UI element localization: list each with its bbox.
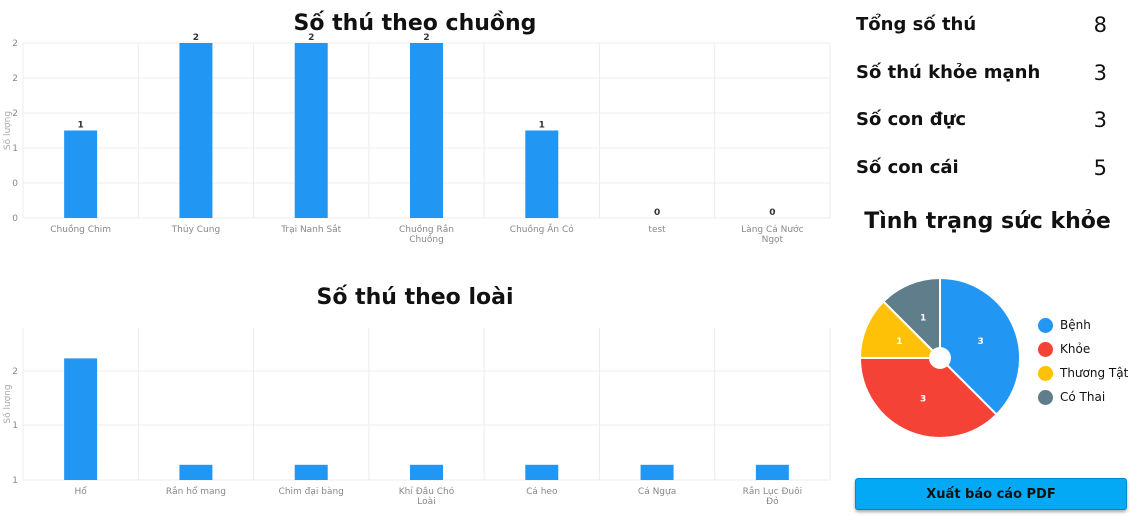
x-tick-label: Hổ	[75, 486, 88, 497]
bar	[294, 43, 328, 218]
y-tick-label: 0	[12, 214, 18, 224]
y-axis-title: Số lượng	[2, 384, 13, 423]
pie-center-hole	[929, 347, 951, 369]
stat-value-total: 8	[1093, 13, 1107, 37]
pie-slice	[939, 276, 1021, 416]
y-tick-label: 1	[12, 476, 18, 486]
legend-label: Thương Tật	[1060, 366, 1129, 380]
slice-label: 3	[920, 395, 926, 405]
y-axis-title: Số lượng	[2, 111, 13, 150]
pie-slice	[858, 300, 943, 359]
x-tick-label: Chuồng Chim	[50, 224, 111, 235]
data-label: 2	[423, 33, 429, 43]
stat-value-male: 3	[1093, 108, 1107, 132]
data-label: 0	[654, 208, 660, 218]
bar	[294, 464, 328, 480]
x-tick-label: Cá Ngựa	[638, 487, 676, 497]
legend-item: Khỏe	[1038, 337, 1128, 361]
x-tick-label: Thủy Cung	[171, 224, 221, 235]
x-tick-label: Rắn Lục Đuôi Đỏ	[743, 486, 803, 507]
data-label: 1	[78, 121, 84, 131]
export-pdf-button[interactable]: Xuất báo cáo PDF	[855, 478, 1127, 510]
legend-swatch	[1038, 389, 1053, 405]
x-tick-label: Cá heo	[526, 487, 558, 497]
bar	[640, 464, 674, 480]
bar	[410, 464, 443, 480]
chart-title-species: Số thú theo loài	[316, 285, 514, 310]
legend-label: Bệnh	[1060, 318, 1091, 332]
data-label: 0	[769, 208, 775, 218]
legend-swatch	[1038, 365, 1053, 381]
bar-chart-by-species: 1 1 2 Hổ Rắn hổ mang Chim đại bàng Khỉ Đầu Chó…	[2, 328, 831, 507]
stat-label-healthy: Số thú khỏe mạnh	[856, 62, 1041, 83]
stat-value-healthy: 3	[1093, 61, 1107, 85]
legend-label: Khỏe	[1060, 342, 1091, 356]
legend-item: Thương Tật	[1038, 361, 1128, 385]
bar	[410, 43, 443, 218]
x-tick-label: Rắn hổ mang	[166, 486, 226, 497]
stat-label-total: Tổng số thú	[856, 14, 977, 35]
data-label: 2	[308, 33, 314, 43]
x-tick-label: Chuồng Ăn Cỏ	[510, 223, 574, 235]
pie-slice	[882, 276, 941, 361]
x-tick-label: Chuồng Rắn Chuồng	[399, 224, 454, 245]
slice-label: 1	[920, 313, 926, 323]
y-tick-label: 2	[12, 367, 18, 377]
slice-label: 3	[978, 337, 984, 347]
bar	[525, 464, 559, 480]
y-tick-label: 1	[12, 421, 18, 431]
x-tick-label: Làng Cá Nước Ngọt	[741, 224, 803, 245]
pie-legend: Bệnh Khỏe Thương Tật Có Thai	[1038, 313, 1128, 409]
bar	[525, 130, 559, 218]
data-label: 1	[539, 121, 545, 131]
legend-item: Bệnh	[1038, 313, 1128, 337]
y-tick-label: 1	[12, 144, 18, 154]
slice-label: 1	[896, 337, 902, 347]
y-tick-label: 0	[12, 179, 18, 189]
bar	[755, 464, 789, 480]
stat-value-female: 5	[1093, 156, 1107, 180]
x-tick-label: Khỉ Đầu Chó Loài	[399, 486, 455, 507]
y-tick-label: 2	[12, 39, 18, 49]
chart-title-enclosure: Số thú theo chuồng	[293, 11, 537, 36]
x-tick-label: Chim đại bàng	[279, 487, 344, 497]
legend-swatch	[1038, 341, 1053, 357]
bar-chart-by-enclosure: 0 0 1 2 2 2 1 Chuồng Chim 2 Thủy Cung 2 Trại Nanh S…	[2, 33, 831, 245]
legend-swatch	[1038, 317, 1053, 333]
bar	[179, 43, 213, 218]
x-tick-label: test	[648, 225, 666, 235]
bar	[64, 130, 98, 218]
pie-slice	[858, 357, 998, 439]
legend-item: Có Thai	[1038, 385, 1128, 409]
pie-chart-health-status: 3 3 1 1	[858, 276, 1021, 439]
y-tick-label: 2	[12, 109, 18, 119]
legend-label: Có Thai	[1060, 390, 1106, 404]
stat-label-female: Số con cái	[856, 157, 959, 178]
stat-label-male: Số con đực	[856, 109, 967, 130]
data-label: 2	[193, 33, 199, 43]
x-tick-label: Trại Nanh Sắt	[280, 224, 341, 235]
bar	[64, 358, 98, 480]
y-tick-label: 2	[12, 74, 18, 84]
bar	[179, 464, 213, 480]
pie-chart-title: Tình trạng sức khỏe	[864, 209, 1111, 234]
